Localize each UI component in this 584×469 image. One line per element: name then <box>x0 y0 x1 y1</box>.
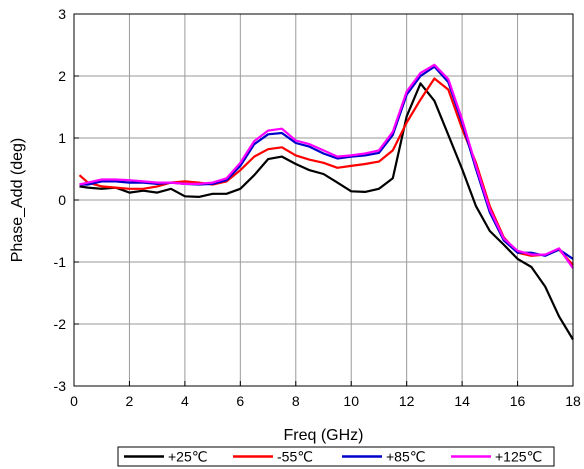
x-tick-label: 10 <box>343 393 359 409</box>
x-tick-label: 18 <box>565 393 581 409</box>
x-tick-label: 16 <box>510 393 526 409</box>
legend-label: +85℃ <box>386 449 425 465</box>
series-line-1 <box>79 82 574 341</box>
x-tick-label: 0 <box>70 393 78 409</box>
legend-label: -55℃ <box>277 449 313 465</box>
y-tick-label: -1 <box>54 254 67 270</box>
x-tick-label: 8 <box>292 393 300 409</box>
x-tick-label: 14 <box>454 393 470 409</box>
legend: +25℃ -55℃ +85℃ +125℃ <box>117 446 555 467</box>
y-tick-label: 0 <box>58 192 66 208</box>
legend-box <box>117 446 555 467</box>
y-axis-label: Phase_Add (deg) <box>9 138 26 263</box>
y-tick-label: 3 <box>58 6 66 22</box>
x-tick-label: 6 <box>236 393 244 409</box>
legend-label: +125℃ <box>495 449 542 465</box>
x-tick-label: 2 <box>126 393 134 409</box>
x-axis-label: Freq (GHz) <box>284 427 364 444</box>
x-axis: 0 2 4 6 8 10 12 14 16 18 <box>70 381 581 409</box>
legend-label: +25℃ <box>168 449 207 465</box>
x-tick-label: 4 <box>181 393 189 409</box>
series-line-3 <box>79 65 574 260</box>
x-tick-label: 12 <box>399 393 415 409</box>
y-tick-label: 2 <box>58 68 66 84</box>
series-line-2 <box>78 77 574 266</box>
series-layer <box>78 63 574 341</box>
grid <box>74 14 573 386</box>
y-tick-label: -2 <box>54 316 67 332</box>
y-axis: -3 -2 -1 0 1 2 3 <box>54 6 79 394</box>
series-line-4 <box>79 63 574 269</box>
y-tick-label: 1 <box>58 130 66 146</box>
y-tick-label: -3 <box>54 378 67 394</box>
